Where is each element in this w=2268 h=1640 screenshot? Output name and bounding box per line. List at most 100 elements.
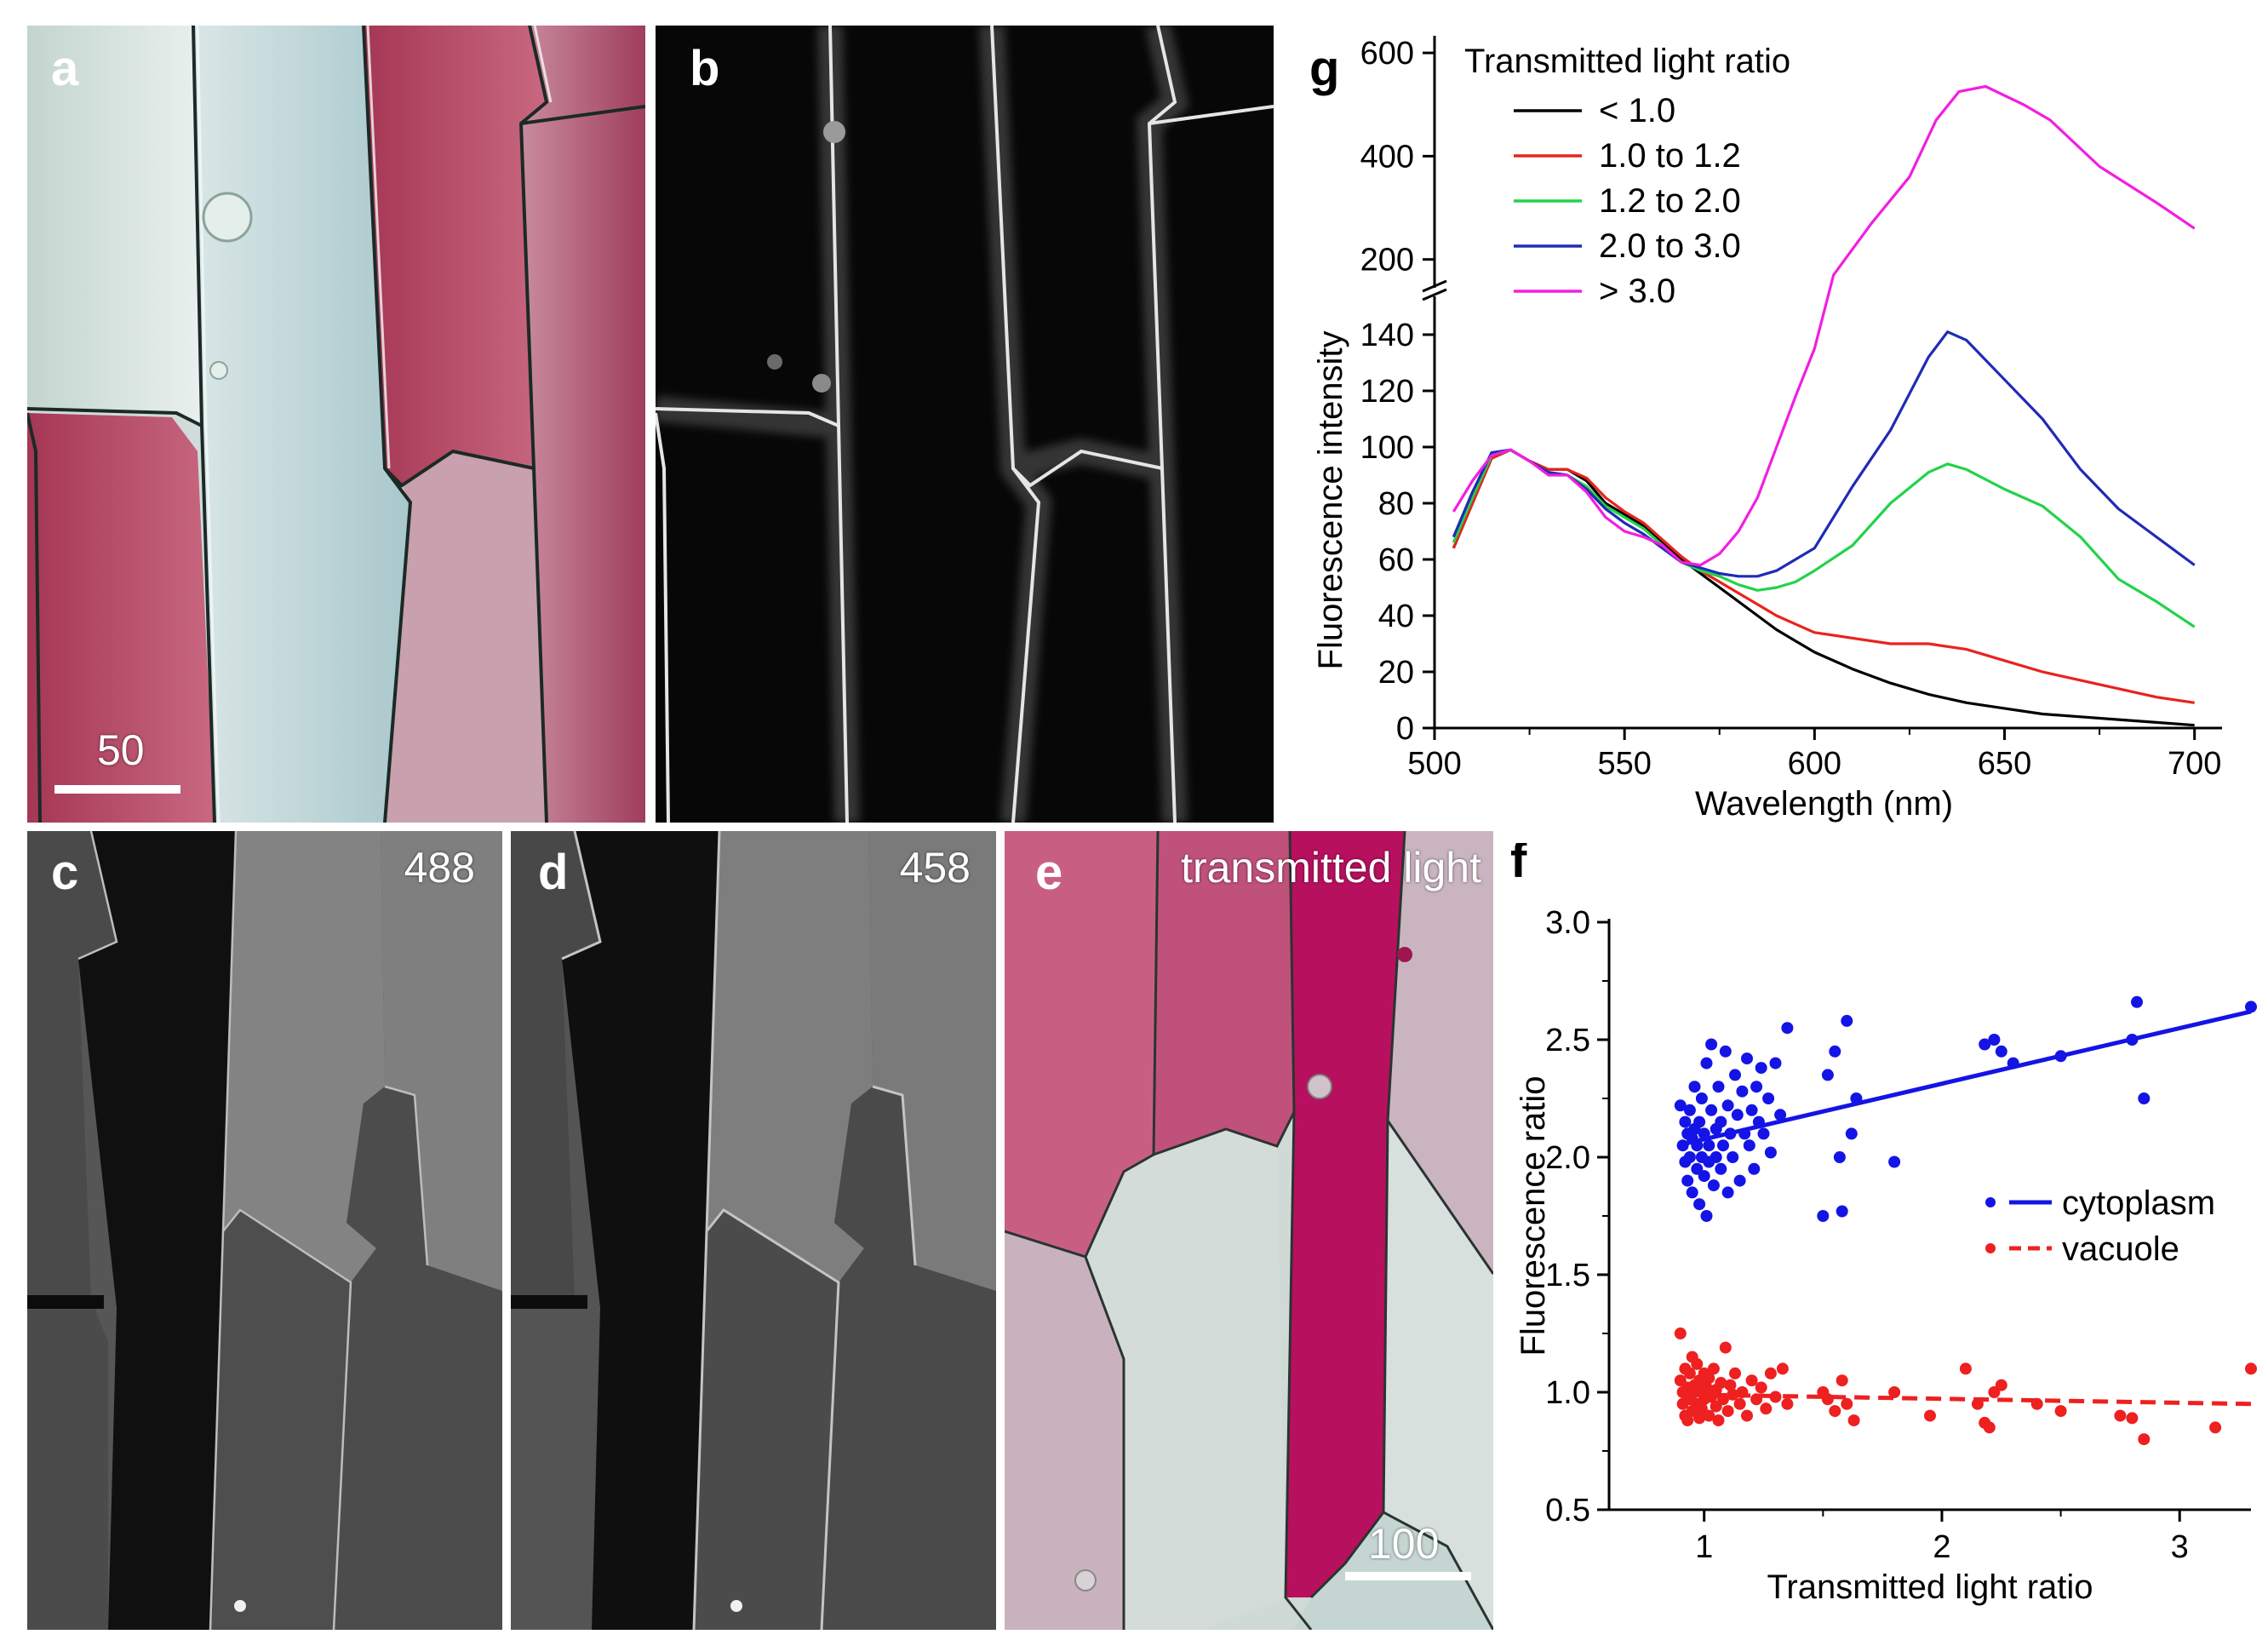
data-point-vacuole [1724, 1379, 1737, 1391]
panel-b: b [656, 26, 1274, 823]
data-point-vacuole [2114, 1409, 2127, 1422]
scale-bar-label-a: 50 [97, 726, 145, 774]
axis-break-mark [1422, 279, 1447, 293]
panel-e-image [1005, 831, 1493, 1630]
data-point-vacuole [1924, 1409, 1936, 1422]
panel-d: d 458 [511, 831, 996, 1630]
series-line-2.0-to-3.0 [1452, 330, 2196, 578]
data-point-cytoplasm [1686, 1186, 1698, 1199]
data-point-cytoplasm [1683, 1151, 1696, 1163]
y-tick-label: 3.0 [1545, 905, 1590, 941]
legend-marker [1985, 1197, 1996, 1207]
data-point-vacuole [1727, 1388, 1739, 1401]
y-tick-label: 40 [1378, 599, 1414, 634]
data-point-cytoplasm [1705, 1104, 1718, 1116]
panel-label-g: g [1309, 41, 1339, 96]
data-point-cytoplasm [1833, 1151, 1846, 1163]
data-point-cytoplasm [1988, 1034, 2001, 1046]
data-point-vacuole [2245, 1362, 2257, 1375]
data-point-cytoplasm [1712, 1081, 1725, 1093]
legend-label: < 1.0 [1599, 92, 1675, 129]
data-point-vacuole [1733, 1397, 1746, 1410]
data-point-cytoplasm [1821, 1069, 1834, 1081]
data-point-vacuole [1841, 1397, 1853, 1410]
wavelength-tag-458: 458 [899, 844, 971, 892]
data-point-cytoplasm [1715, 1115, 1727, 1128]
panel-e: e transmitted light 100 [1005, 831, 1493, 1630]
data-point-cytoplasm [1700, 1057, 1713, 1069]
data-point-cytoplasm [1762, 1092, 1775, 1104]
y-tick-label: 600 [1360, 36, 1414, 72]
scale-bar-e [1345, 1572, 1471, 1580]
data-point-vacuole [1674, 1327, 1687, 1339]
data-point-vacuole [1700, 1381, 1713, 1394]
panel-label-f: f [1510, 843, 1527, 888]
data-point-cytoplasm [1693, 1115, 1706, 1128]
data-point-vacuole [1741, 1409, 1753, 1422]
panel-label-a: a [51, 41, 79, 96]
data-point-cytoplasm [1717, 1139, 1729, 1152]
data-point-cytoplasm [2138, 1092, 2151, 1104]
data-point-vacuole [1995, 1379, 2007, 1391]
data-point-vacuole [1836, 1374, 1848, 1387]
data-point-cytoplasm [1774, 1109, 1787, 1121]
data-point-cytoplasm [1703, 1139, 1715, 1152]
panel-label-c: c [51, 845, 79, 900]
data-point-vacuole [1776, 1362, 1789, 1375]
data-point-vacuole [1983, 1421, 1996, 1434]
y-tick-label: 60 [1378, 542, 1414, 578]
data-point-cytoplasm [1764, 1146, 1777, 1159]
data-point-vacuole [1721, 1405, 1734, 1418]
y-tick-label: 0.5 [1545, 1493, 1590, 1528]
y-axis-label: Fluorescence ratio [1515, 1075, 1552, 1356]
x-tick-label: 500 [1407, 746, 1461, 782]
data-point-cytoplasm [1688, 1081, 1701, 1093]
fit-line-cytoplasm [1687, 1009, 2252, 1145]
data-point-vacuole [1764, 1367, 1777, 1379]
axis-break-mark [1422, 288, 1447, 301]
data-point-cytoplasm [1748, 1162, 1761, 1175]
data-point-cytoplasm [1727, 1151, 1739, 1163]
data-point-cytoplasm [1817, 1210, 1830, 1222]
panel-label-e: e [1035, 845, 1063, 900]
y-tick-label: 2.0 [1545, 1140, 1590, 1176]
data-point-cytoplasm [1693, 1198, 1706, 1211]
x-tick-label: 600 [1788, 746, 1841, 782]
data-point-cytoplasm [1719, 1045, 1732, 1058]
data-point-cytoplasm [1769, 1057, 1782, 1069]
legend-title: Transmitted light ratio [1464, 43, 1790, 80]
data-point-cytoplasm [1733, 1174, 1746, 1187]
x-tick-label: 2 [1933, 1529, 1950, 1565]
data-point-cytoplasm [1741, 1052, 1753, 1065]
legend-label: > 3.0 [1599, 272, 1675, 310]
data-point-cytoplasm [1736, 1085, 1749, 1098]
data-point-vacuole [1829, 1405, 1841, 1418]
data-point-vacuole [1959, 1362, 1972, 1375]
panel-label-d: d [538, 845, 569, 900]
scale-bar-label-e: 100 [1368, 1520, 1440, 1568]
panel-c-image [27, 831, 502, 1630]
data-point-cytoplasm [1700, 1210, 1713, 1222]
legend-label: vacuole [2062, 1230, 2179, 1268]
legend-label: 1.0 to 1.2 [1599, 137, 1741, 175]
data-point-cytoplasm [1829, 1045, 1841, 1058]
x-tick-label: 700 [2168, 746, 2221, 782]
data-point-cytoplasm [1705, 1038, 1718, 1051]
data-point-cytoplasm [1888, 1155, 1901, 1168]
data-point-cytoplasm [1679, 1115, 1692, 1128]
data-point-cytoplasm [1681, 1174, 1694, 1187]
data-point-cytoplasm [1757, 1127, 1770, 1140]
y-tick-label: 400 [1360, 139, 1414, 175]
data-point-vacuole [1703, 1409, 1715, 1422]
data-point-vacuole [1707, 1362, 1720, 1375]
series-line--3.0 [1452, 84, 2196, 567]
data-point-vacuole [1703, 1372, 1715, 1385]
data-point-cytoplasm [1781, 1022, 1794, 1035]
data-point-cytoplasm [1715, 1162, 1727, 1175]
panel-a-image [27, 26, 645, 823]
data-point-vacuole [2126, 1412, 2139, 1425]
data-point-cytoplasm [1729, 1069, 1741, 1081]
panel-a: a 50 [27, 26, 645, 823]
panel-c: c 488 [27, 831, 502, 1630]
legend-label: cytoplasm [2062, 1184, 2215, 1222]
